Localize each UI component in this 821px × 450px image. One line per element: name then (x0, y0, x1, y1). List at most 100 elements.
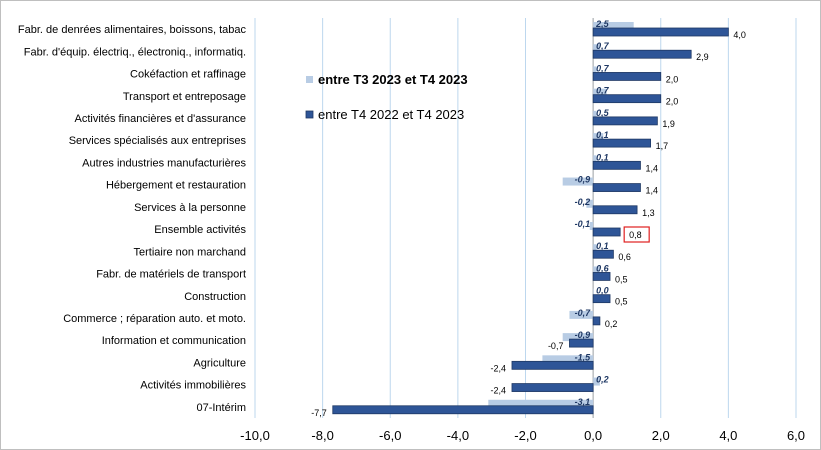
bar-t4-2022-t4-2023 (592, 94, 662, 104)
value-label-t4-2022-t4-2023: 0,5 (615, 297, 628, 307)
value-label-t4-2022-t4-2023: 1,7 (656, 141, 669, 151)
value-label-t3-t4-2023: -0,9 (575, 330, 591, 340)
category-label: Commerce ; réparation auto. et moto. (63, 313, 246, 325)
gridlines (254, 18, 797, 418)
value-label-t3-t4-2023: 0,0 (596, 286, 609, 296)
category-label: Cokéfaction et raffinage (130, 69, 246, 81)
bar-t3-t4-2023 (562, 177, 594, 186)
value-label-t3-t4-2023: -1,5 (575, 352, 592, 362)
bar-t4-2022-t4-2023 (592, 27, 729, 37)
value-label-t3-t4-2023: -0,1 (575, 219, 591, 229)
x-tick-label: -6,0 (379, 428, 401, 443)
category-label: Construction (184, 291, 246, 303)
value-label-t3-t4-2023: 0,7 (596, 41, 610, 51)
category-label: Autres industries manufacturières (82, 157, 246, 169)
value-label-t3-t4-2023: 0,1 (596, 152, 609, 162)
value-label-t4-2022-t4-2023: 1,4 (645, 163, 658, 173)
category-label: Fabr. de denrées alimentaires, boissons,… (18, 24, 247, 36)
bar-t4-2022-t4-2023 (592, 294, 611, 304)
value-label-t4-2022-t4-2023: 1,3 (642, 208, 655, 218)
value-label-t4-2022-t4-2023: -7,7 (311, 408, 327, 418)
value-label-t3-t4-2023: 0,5 (596, 108, 610, 118)
value-label-t3-t4-2023: 0,1 (596, 130, 609, 140)
bars (332, 22, 729, 415)
category-labels: Fabr. de denrées alimentaires, boissons,… (18, 24, 247, 414)
bar-t3-t4-2023 (593, 44, 600, 53)
value-label-t3-t4-2023: 0,1 (596, 241, 609, 251)
x-tick-label: 0,0 (584, 428, 602, 443)
value-label-t4-2022-t4-2023: 1,9 (662, 119, 675, 129)
category-label: Information et communication (102, 335, 246, 347)
x-tick-label: -4,0 (447, 428, 469, 443)
x-tick-label: 2,0 (652, 428, 670, 443)
bar-t3-t4-2023 (542, 355, 594, 364)
bar-t3-t4-2023 (593, 110, 597, 119)
category-label: Ensemble activités (154, 224, 246, 236)
bar-t3-t4-2023 (589, 222, 594, 230)
bar-t4-2022-t4-2023 (592, 49, 692, 59)
bar-t4-2022-t4-2023 (592, 249, 614, 259)
value-label-t4-2022-t4-2023: 0,2 (605, 319, 618, 329)
bar-t4-2022-t4-2023 (592, 183, 641, 192)
value-label-t3-t4-2023: -0,7 (575, 308, 592, 318)
value-label-t4-2022-t4-2023: 2,0 (666, 74, 679, 84)
bar-t3-t4-2023 (593, 266, 600, 275)
bar-t3-t4-2023 (593, 88, 607, 97)
bar-t3-t4-2023 (488, 399, 594, 408)
value-labels: 2,5 4,0 0,7 2,9 0,7 2,0 0,7 2,0 0,5 1,9 0,1 1,7 0,1 1… (311, 19, 746, 418)
highlight-box (623, 226, 650, 243)
bar-t3-t4-2023 (593, 288, 594, 297)
legend-label-t3: entre T3 2023 et T4 2023 (318, 72, 468, 87)
value-label-t3-t4-2023: 2,5 (595, 19, 610, 29)
value-label-t4-2022-t4-2023: 1,4 (645, 186, 658, 196)
bar-t4-2022-t4-2023 (592, 116, 658, 126)
bar-t4-2022-t4-2023 (511, 383, 594, 392)
category-label: Activités immobilières (140, 380, 246, 392)
category-label: 07-Intérim (196, 402, 246, 414)
value-label-t4-2022-t4-2023: 0,8 (629, 230, 642, 240)
value-label-t3-t4-2023: -0,9 (575, 175, 591, 185)
bar-t4-2022-t4-2023 (592, 205, 638, 215)
bar-t3-t4-2023 (593, 377, 600, 386)
category-label: Transport et entreposage (123, 91, 246, 103)
value-label-t3-t4-2023: 0,7 (596, 63, 610, 73)
bar-t4-2022-t4-2023 (592, 72, 662, 81)
x-tick-label: 6,0 (787, 428, 805, 443)
value-label-t3-t4-2023: 0,2 (596, 375, 609, 385)
bar-t4-2022-t4-2023 (332, 405, 594, 415)
category-label: Agriculture (193, 357, 246, 369)
bar-t3-t4-2023 (593, 22, 634, 30)
legend-swatch-t4 (305, 110, 314, 119)
bar-t3-t4-2023 (586, 199, 594, 208)
bar-t4-2022-t4-2023 (569, 338, 594, 348)
category-label: Services à la personne (134, 202, 246, 214)
value-label-t3-t4-2023: -0,2 (575, 197, 591, 207)
x-tick-label: -10,0 (240, 428, 270, 443)
legend-swatch-t3 (306, 76, 313, 83)
value-label-t4-2022-t4-2023: 4,0 (733, 30, 746, 40)
value-label-t3-t4-2023: 0,7 (596, 86, 610, 96)
bar-t4-2022-t4-2023 (592, 227, 621, 237)
bar-t3-t4-2023 (593, 244, 597, 253)
legend-label-t4: entre T4 2022 et T4 2023 (318, 107, 464, 122)
bar-t3-t4-2023 (593, 66, 597, 75)
category-label: Services spécialisés aux entreprises (69, 135, 247, 147)
value-label-t4-2022-t4-2023: 2,9 (696, 52, 709, 62)
bar-t4-2022-t4-2023 (511, 360, 594, 370)
x-tick-label: -8,0 (311, 428, 333, 443)
bar-t3-t4-2023 (593, 133, 604, 142)
bar-t4-2022-t4-2023 (592, 160, 641, 170)
bar-t3-t4-2023 (562, 333, 594, 342)
bar-t4-2022-t4-2023 (592, 138, 652, 148)
x-tick-label: -2,0 (514, 428, 536, 443)
x-axis-ticks: -10,0 -8,0 -6,0 -4,0 -2,0 0,0 2,0 4,0 6,0 (240, 428, 805, 443)
category-label: Fabr. d'équip. électriq., électroniq., i… (24, 46, 246, 58)
bar-t3-t4-2023 (593, 155, 597, 164)
value-label-t4-2022-t4-2023: -0,7 (548, 341, 564, 351)
value-label-t4-2022-t4-2023: -2,4 (490, 363, 506, 373)
value-label-t4-2022-t4-2023: -2,4 (490, 386, 506, 396)
legend: entre T3 2023 et T4 2023 entre T4 2022 e… (305, 72, 468, 122)
category-label: Tertiaire non marchand (133, 246, 246, 258)
value-label-t4-2022-t4-2023: 0,5 (615, 274, 628, 284)
